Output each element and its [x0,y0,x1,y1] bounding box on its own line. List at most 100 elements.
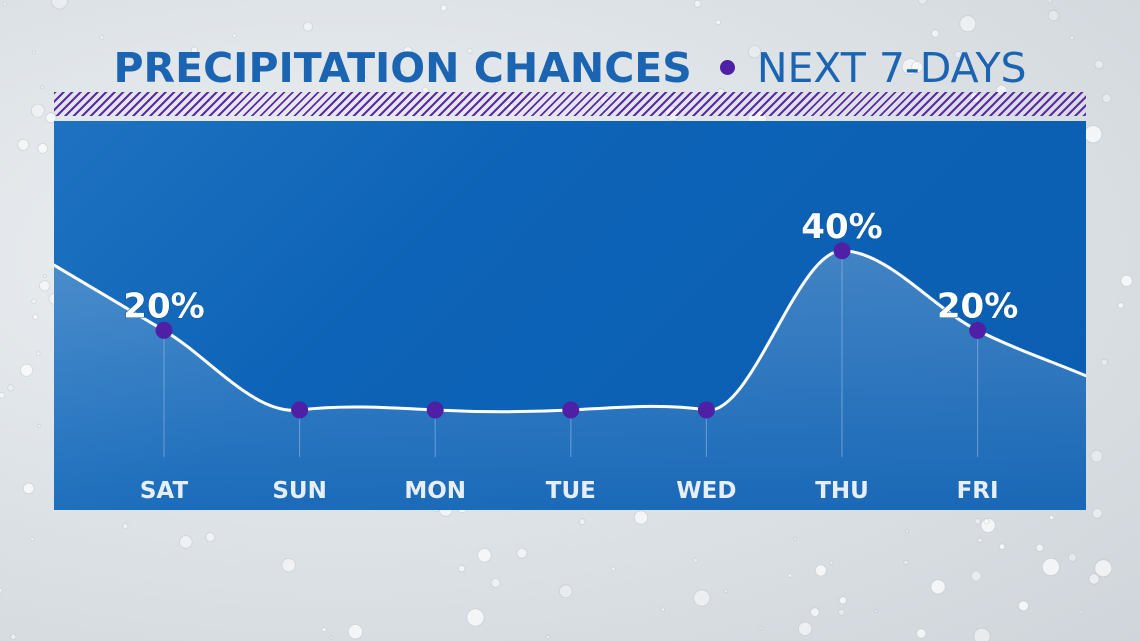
water-droplet [1068,553,1077,562]
water-droplet [466,48,473,54]
water-droplet [440,4,448,12]
water-droplet [1017,74,1022,78]
water-droplet [30,103,45,118]
chart-panel: 20% 40% 20% SAT SUN MON TUE WED THU FRI [54,121,1086,510]
water-droplet [693,589,711,607]
water-droplet [2,1,7,7]
water-droplet [99,35,105,41]
chart-title: PRECIPITATION CHANCES NEXT 7-DAYS [0,40,1140,96]
water-droplet [959,15,977,33]
data-point-mon [426,401,444,419]
water-droplet [122,523,129,530]
tick-label-sat: SAT [140,478,189,504]
water-droplet [693,0,702,8]
water-droplet [838,596,847,605]
water-droplet [810,607,820,617]
water-droplet [1120,274,1133,287]
water-droplet [7,384,15,392]
water-droplet [1018,600,1029,612]
water-droplet [45,112,57,124]
data-label-fri: 20% [937,286,1018,326]
water-droplet [0,392,6,399]
water-droplet [1035,543,1044,552]
data-point-thu [833,242,851,260]
water-droplet [797,621,813,636]
water-droplet [715,19,721,26]
water-droplet [1079,610,1084,614]
water-droplet [179,535,193,549]
water-droplet [400,70,406,76]
water-droplet [918,0,927,5]
water-droplet [494,81,499,86]
water-droplet [1088,573,1100,585]
water-droplet [281,557,296,573]
water-droplet [829,560,834,565]
water-droplet [329,635,334,640]
water-droplet [466,608,485,627]
water-droplet [905,529,910,534]
water-droplet [1041,558,1060,577]
data-point-wed [697,401,715,419]
water-droplet [1047,9,1060,22]
water-droplet [1084,125,1103,144]
data-point-fri [969,321,987,339]
water-droplet [43,274,47,278]
water-droplet [903,559,909,566]
water-droplet [1047,0,1053,4]
water-droplet [40,85,45,90]
water-droplet [1094,59,1104,70]
water-droplet [0,587,3,593]
water-droplet [1094,559,1113,578]
water-droplet [403,46,413,56]
water-droplet [51,0,68,10]
area-fill [54,250,1086,510]
title-main: PRECIPITATION CHANCES [113,44,692,92]
water-droplet [759,626,764,631]
water-droplet [723,588,729,594]
water-droplet [1117,302,1124,309]
water-droplet [930,579,946,595]
water-droplet [983,518,990,525]
water-droplet [977,537,983,543]
water-droplet [838,608,845,616]
water-droplet [152,72,157,78]
precipitation-chart: 20% 40% 20% SAT SUN MON TUE WED THU FRI [54,206,1086,510]
water-droplet [37,423,42,429]
water-droplet [1090,449,1103,463]
tick-label-sun: SUN [272,478,327,504]
water-droplet [974,518,981,525]
water-droplet [205,532,216,542]
title-stripe-divider [54,92,1086,116]
water-droplet [490,578,501,588]
water-droplet [814,564,827,577]
water-droplet [911,61,924,74]
data-point-tue [562,401,580,419]
water-droplet [457,564,466,573]
water-droplet [693,558,698,563]
water-droplet [360,76,368,84]
water-droplet [38,280,51,292]
water-droplet [31,298,37,304]
water-droplet [32,313,39,320]
water-droplet [578,518,586,526]
water-droplet [998,543,1006,550]
water-droplet [30,536,35,542]
water-droplet [17,138,30,151]
water-droplet [1049,515,1055,521]
water-droplet [981,59,989,67]
water-droplet [611,566,616,571]
title-separator-dot-icon [719,59,735,75]
water-droplet [37,143,48,154]
water-droplet [190,46,198,54]
tick-label-thu: THU [815,478,869,504]
water-droplet [558,584,573,598]
water-droplet [633,510,649,525]
water-droplet [302,21,313,32]
water-droplet [873,609,878,614]
data-point-sat [155,321,173,339]
water-droplet [661,607,666,612]
water-droplet [1100,358,1108,366]
tick-label-mon: MON [404,478,466,504]
tick-label-fri: FRI [957,478,999,504]
water-droplet [787,573,793,578]
